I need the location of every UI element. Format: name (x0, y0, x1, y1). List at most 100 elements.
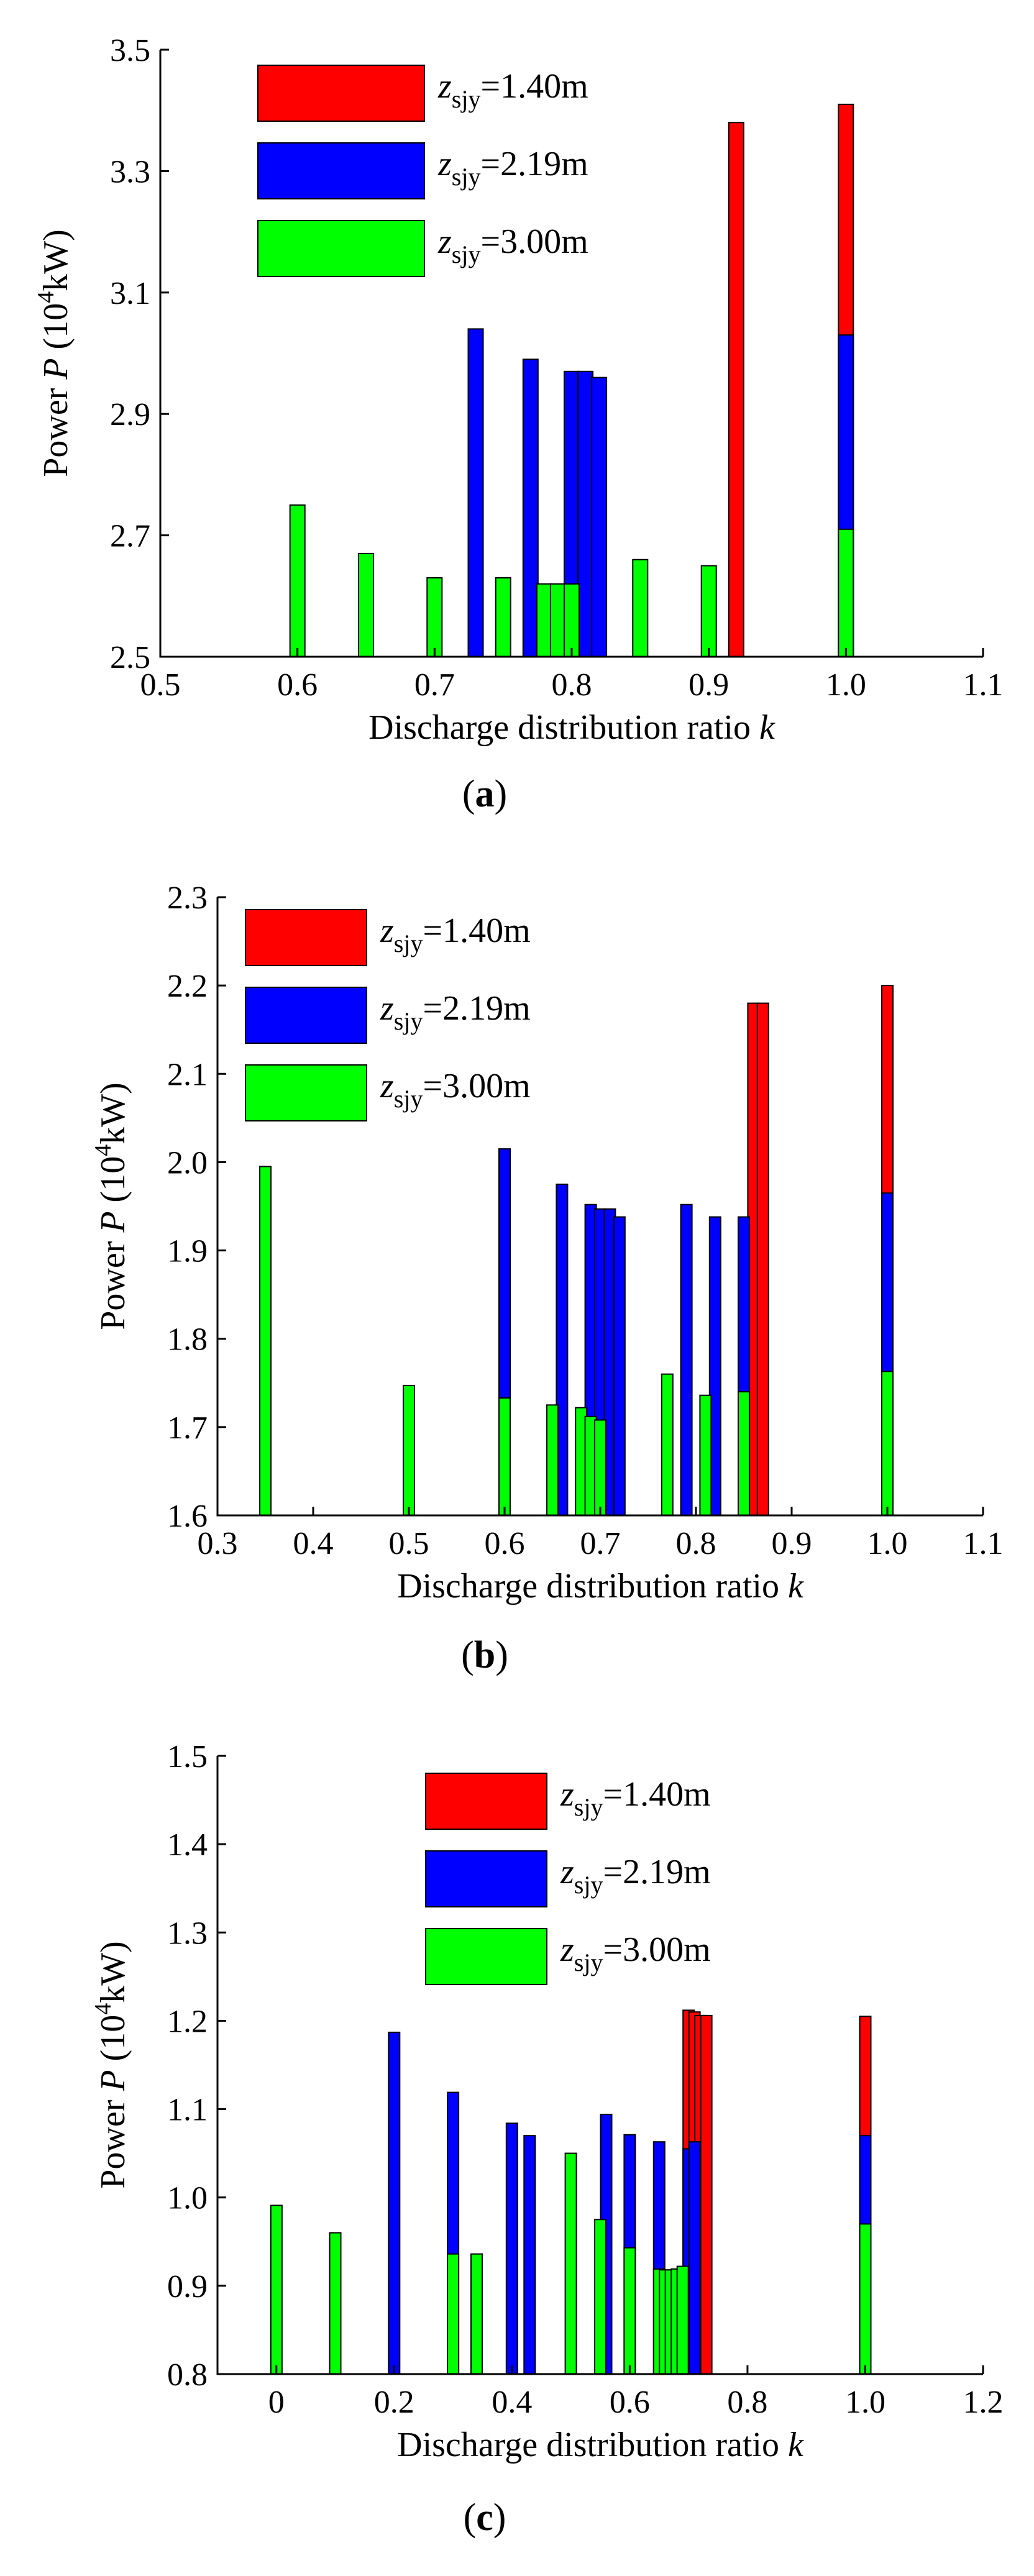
y-tick-label: 3.1 (110, 276, 150, 311)
legend-label: zsjy=1.40m (437, 67, 588, 113)
bar-b-series-3-4 (546, 1404, 559, 1516)
x-tick-label: 1.1 (963, 1526, 1004, 1561)
legend-label: zsjy=1.40m (380, 911, 531, 957)
x-tick-label: 1.0 (845, 2385, 885, 2420)
y-tick-label: 1.7 (167, 1410, 208, 1446)
bar-a-series-3-8 (632, 559, 649, 658)
legend-swatch (257, 65, 425, 122)
bar-a-series-2-2 (522, 359, 539, 657)
y-tick-label: 1.0 (167, 2181, 208, 2216)
bar-a-series-3-2 (358, 552, 374, 658)
bar-a-series-3-5 (536, 583, 552, 657)
x-tick-label: 0.6 (277, 667, 318, 703)
y-axis-title: Power P (104kW) (33, 229, 75, 477)
chart-panel-b: 1.6 1.7 1.8 1.9 2.0 2.1 2.2 2.3 0.3 0.4 0.5 0.6 0.7 0… (90, 880, 1004, 1676)
y-tick-label: 2.1 (167, 1057, 208, 1092)
bar-a-series-2-5 (591, 377, 608, 657)
x-tick-label: 0.9 (689, 667, 729, 703)
x-axis-title: Discharge distribution ratio k (397, 1567, 804, 1605)
legend-label: zsjy=3.00m (437, 222, 588, 268)
legend-label: zsjy=2.19m (437, 145, 588, 191)
x-axis-title: Discharge distribution ratio k (397, 2426, 804, 2464)
legend-swatch (245, 1064, 367, 1121)
x-tick-label: 0.5 (389, 1526, 429, 1561)
y-tick-label: 0.8 (167, 2357, 208, 2393)
y-tick-label: 1.3 (167, 1916, 208, 1951)
bar-c-series-3-1 (270, 2204, 283, 2375)
bar-c-series-2-1 (388, 2031, 401, 2375)
legend-swatch (245, 987, 367, 1044)
bar-a-series-3-9 (700, 565, 717, 657)
legend-label: zsjy=3.00m (380, 1067, 531, 1113)
y-tick-label: 3.3 (110, 154, 150, 190)
legend-swatch (425, 1850, 547, 1907)
y-axis-title: Power P (104kW) (90, 1941, 132, 2188)
bar-c-series-3-2 (329, 2232, 342, 2375)
y-tick-label: 1.8 (167, 1322, 208, 1358)
legend-label: zsjy=2.19m (380, 989, 531, 1035)
legend-label: zsjy=2.19m (560, 1853, 711, 1899)
legend-label: zsjy=3.00m (560, 1930, 711, 1976)
bar-b-series-2-6 (613, 1216, 626, 1516)
bar-c-series-1-4 (700, 2014, 713, 2375)
y-tick-label: 1.2 (167, 2004, 208, 2039)
bar-b-series-3-2 (403, 1385, 415, 1516)
x-tick-label: 0 (268, 2385, 285, 2420)
bar-c-series-3-6 (594, 2219, 606, 2375)
bar-c-series-2-4 (523, 2135, 536, 2375)
x-tick-label: 0.7 (580, 1526, 621, 1561)
y-axis-title: Power P (104kW) (90, 1082, 132, 1330)
y-tick-label: 2.9 (110, 397, 150, 432)
bar-c-series-3-12 (676, 2265, 689, 2375)
legend-label: zsjy=1.40m (560, 1775, 711, 1821)
x-tick-label: 0.7 (414, 667, 455, 703)
bar-b-series-1-2 (756, 1002, 769, 1517)
legend-swatch (257, 220, 425, 277)
x-tick-label: 0.8 (727, 2385, 767, 2420)
bar-b-series-3-11 (881, 1371, 894, 1516)
bar-b-series-3-8 (661, 1373, 674, 1516)
y-tick-label: 1.1 (167, 2093, 208, 2128)
bar-a-series-3-1 (289, 504, 306, 658)
bar-b-series-3-7 (594, 1419, 606, 1516)
y-tick-label: 1.4 (167, 1827, 208, 1863)
bar-b-series-3-9 (699, 1394, 712, 1517)
x-tick-label: 0.2 (374, 2385, 414, 2420)
bar-b-series-3-1 (259, 1166, 272, 1516)
chart-panel-a: 2.5 2.7 2.9 3.1 3.3 3.5 0.5 0.6 0.7 0.8 0.9 1.0 1.1 D… (33, 33, 1004, 815)
bar-a-series-3-6 (549, 583, 566, 657)
legend-swatch (425, 1928, 547, 1985)
bar-c-series-3-4 (470, 2253, 483, 2375)
bar-c-series-2-3 (505, 2122, 518, 2375)
bar-a-series-2-4 (577, 370, 594, 657)
y-tick-label: 2.0 (167, 1145, 208, 1181)
bar-c-series-3-13 (859, 2223, 872, 2375)
panel-caption: (c) (464, 2496, 506, 2539)
bar-a-series-3-7 (564, 583, 580, 657)
chart-panel-c: 0.8 0.9 1.0 1.1 1.2 1.3 1.4 1.5 0 0.2 0.4 0.6 0.8 1.0… (90, 1739, 1004, 2539)
x-tick-label: 0.8 (552, 667, 592, 703)
legend-swatch (425, 1773, 547, 1830)
y-tick-label: 2.7 (110, 519, 150, 554)
bar-a-series-3-10 (838, 528, 854, 657)
bar-c-series-2-9 (688, 2141, 701, 2375)
x-tick-label: 0.4 (293, 1526, 334, 1561)
x-tick-label: 0.6 (610, 2385, 650, 2420)
y-tick-label: 2.2 (167, 969, 208, 1004)
bar-c-series-3-5 (564, 2152, 577, 2375)
legend-swatch (245, 909, 367, 966)
panel-caption: (a) (462, 773, 507, 815)
x-tick-label: 0.4 (492, 2385, 532, 2420)
bar-c-series-3-7 (623, 2247, 636, 2375)
panel-caption: (b) (461, 1634, 508, 1676)
bar-b-series-3-10 (738, 1391, 750, 1516)
bar-a-series-1-1 (728, 122, 744, 657)
bar-c-series-3-3 (447, 2253, 460, 2375)
y-tick-label: 1.9 (167, 1234, 208, 1269)
x-tick-label: 1.2 (963, 2385, 1004, 2420)
x-tick-label: 1.1 (963, 667, 1004, 703)
bar-b-series-2-7 (680, 1204, 693, 1516)
x-tick-label: 0.6 (485, 1526, 525, 1561)
bar-b-series-3-3 (498, 1397, 511, 1517)
x-tick-label: 0.5 (140, 667, 181, 703)
